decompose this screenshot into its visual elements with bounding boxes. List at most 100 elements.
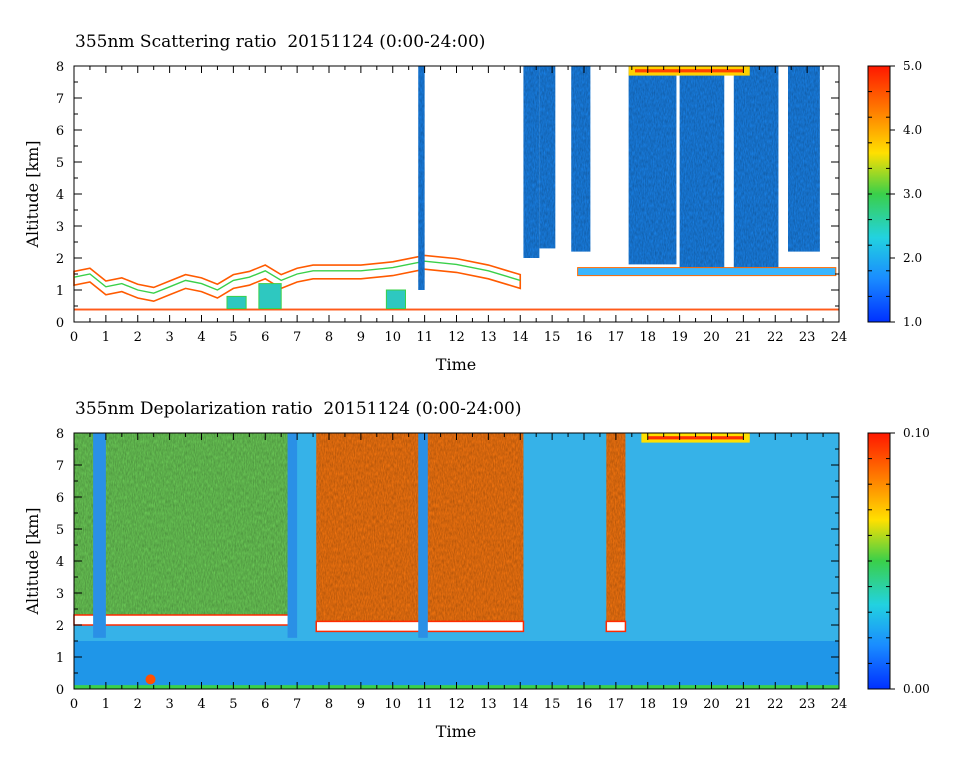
y-tick-label: 7 <box>56 92 64 107</box>
noisy-region-base <box>605 620 627 633</box>
colorbar-tick-label: 4.0 <box>903 123 922 137</box>
panel1-plot-area <box>73 66 839 311</box>
cloud-column-texture <box>523 66 540 258</box>
cloud-column-texture <box>788 66 820 252</box>
y-tick-label: 2 <box>56 619 64 634</box>
x-tick-label: 20 <box>703 330 720 345</box>
x-tick-label: 11 <box>416 697 433 712</box>
x-tick-label: 21 <box>735 330 752 345</box>
clear-column <box>93 433 106 638</box>
x-tick-label: 9 <box>357 697 365 712</box>
x-tick-label: 10 <box>384 330 401 345</box>
cloud-top-core <box>647 436 744 440</box>
aerosol-layer-contour <box>73 254 522 303</box>
x-tick-label: 19 <box>671 697 688 712</box>
panel2-x-axis: 0 1 2 3 4 5 6 7 8 9 10 11 12 13 14 15 16 17 18 19 20 21 22 23 24 <box>70 433 847 712</box>
panel1-colorbar-ticks: 1.0 2.0 3.0 4.0 5.0 <box>868 59 922 329</box>
x-tick-label: 2 <box>134 330 142 345</box>
x-tick-label: 4 <box>197 697 205 712</box>
x-tick-label: 18 <box>639 330 656 345</box>
x-tick-label: 0 <box>70 697 78 712</box>
x-tick-label: 5 <box>229 697 237 712</box>
cloud-column-texture <box>679 66 725 271</box>
x-tick-label: 23 <box>799 330 816 345</box>
x-tick-label: 8 <box>325 697 333 712</box>
x-tick-label: 6 <box>261 697 269 712</box>
x-tick-label: 24 <box>831 330 848 345</box>
surface-layer <box>74 308 839 311</box>
x-tick-label: 23 <box>799 697 816 712</box>
x-tick-label: 17 <box>608 330 625 345</box>
panel1-title: 355nm Scattering ratio 20151124 (0:00-24… <box>75 32 485 52</box>
x-tick-label: 17 <box>608 697 625 712</box>
x-tick-label: 22 <box>767 330 784 345</box>
panel2-plot-area <box>73 433 839 689</box>
x-tick-label: 7 <box>293 330 301 345</box>
clear-column <box>418 433 428 638</box>
panel1-x-axis: 0 1 2 3 4 5 6 7 8 9 10 11 12 13 14 15 16 17 18 19 20 21 22 23 24 <box>70 66 847 345</box>
panel2-colorbar-ticks: 0.00 0.10 <box>868 426 930 696</box>
panel1-colorbar: 1.0 2.0 3.0 4.0 5.0 <box>867 59 922 329</box>
panel2-y-axis: 0 1 2 3 4 5 6 7 8 <box>56 427 839 698</box>
colorbar-tick-label: 0.00 <box>903 682 930 696</box>
y-tick-label: 0 <box>56 683 64 698</box>
low-aerosol-plume <box>226 295 247 310</box>
x-tick-label: 8 <box>325 330 333 345</box>
hot-spot <box>145 674 156 685</box>
x-tick-label: 14 <box>512 697 529 712</box>
x-tick-label: 3 <box>165 330 173 345</box>
panel2-xlabel: Time <box>436 722 476 741</box>
aerosol-layer-core <box>73 260 521 294</box>
panel2-title: 355nm Depolarization ratio 20151124 (0:0… <box>75 399 522 419</box>
x-tick-label: 2 <box>134 697 142 712</box>
panel2-ylabel: Altitude [km] <box>23 507 42 615</box>
depolarization-ratio-panel: 355nm Depolarization ratio 20151124 (0:0… <box>23 399 930 741</box>
x-tick-label: 16 <box>576 330 593 345</box>
cloud-column-texture <box>571 66 591 252</box>
x-tick-label: 16 <box>576 697 593 712</box>
cloud-base-layer <box>577 267 837 277</box>
boundary-layer <box>74 641 839 689</box>
low-aerosol-plume <box>385 289 406 310</box>
noisy-region-texture <box>74 433 291 625</box>
x-tick-label: 15 <box>544 697 561 712</box>
y-tick-label: 8 <box>56 60 64 75</box>
y-tick-label: 4 <box>56 555 64 570</box>
x-tick-label: 24 <box>831 697 848 712</box>
y-tick-label: 3 <box>56 220 64 235</box>
x-tick-label: 0 <box>70 330 78 345</box>
y-tick-label: 2 <box>56 252 64 267</box>
y-tick-label: 5 <box>56 156 64 171</box>
x-tick-label: 10 <box>384 697 401 712</box>
noisy-region-texture <box>606 433 626 632</box>
panel2-colorbar: 0.00 0.10 <box>867 426 930 696</box>
cloud-column-texture <box>733 66 779 271</box>
x-tick-label: 13 <box>480 697 497 712</box>
panel1-ylabel: Altitude [km] <box>23 140 42 248</box>
x-tick-label: 1 <box>102 330 110 345</box>
x-tick-label: 7 <box>293 697 301 712</box>
x-tick-label: 9 <box>357 330 365 345</box>
x-tick-label: 6 <box>261 330 269 345</box>
y-tick-label: 1 <box>56 651 64 666</box>
cloud-column-texture <box>418 66 425 290</box>
x-tick-label: 20 <box>703 697 720 712</box>
colorbar-tick-label: 2.0 <box>903 251 922 265</box>
x-tick-label: 12 <box>448 330 465 345</box>
x-tick-label: 19 <box>671 330 688 345</box>
y-tick-label: 8 <box>56 427 64 442</box>
y-tick-label: 5 <box>56 523 64 538</box>
colorbar-tick-label: 5.0 <box>903 59 922 73</box>
x-tick-label: 21 <box>735 697 752 712</box>
x-tick-label: 11 <box>416 330 433 345</box>
low-aerosol-plume <box>258 283 282 310</box>
clear-column <box>287 433 298 638</box>
y-tick-label: 1 <box>56 284 64 299</box>
panel1-xlabel: Time <box>436 355 476 374</box>
cloud-top-core <box>635 69 744 73</box>
x-tick-label: 14 <box>512 330 529 345</box>
noisy-region-base <box>73 614 292 626</box>
colorbar-tick-label: 1.0 <box>903 315 922 329</box>
y-tick-label: 6 <box>56 491 64 506</box>
